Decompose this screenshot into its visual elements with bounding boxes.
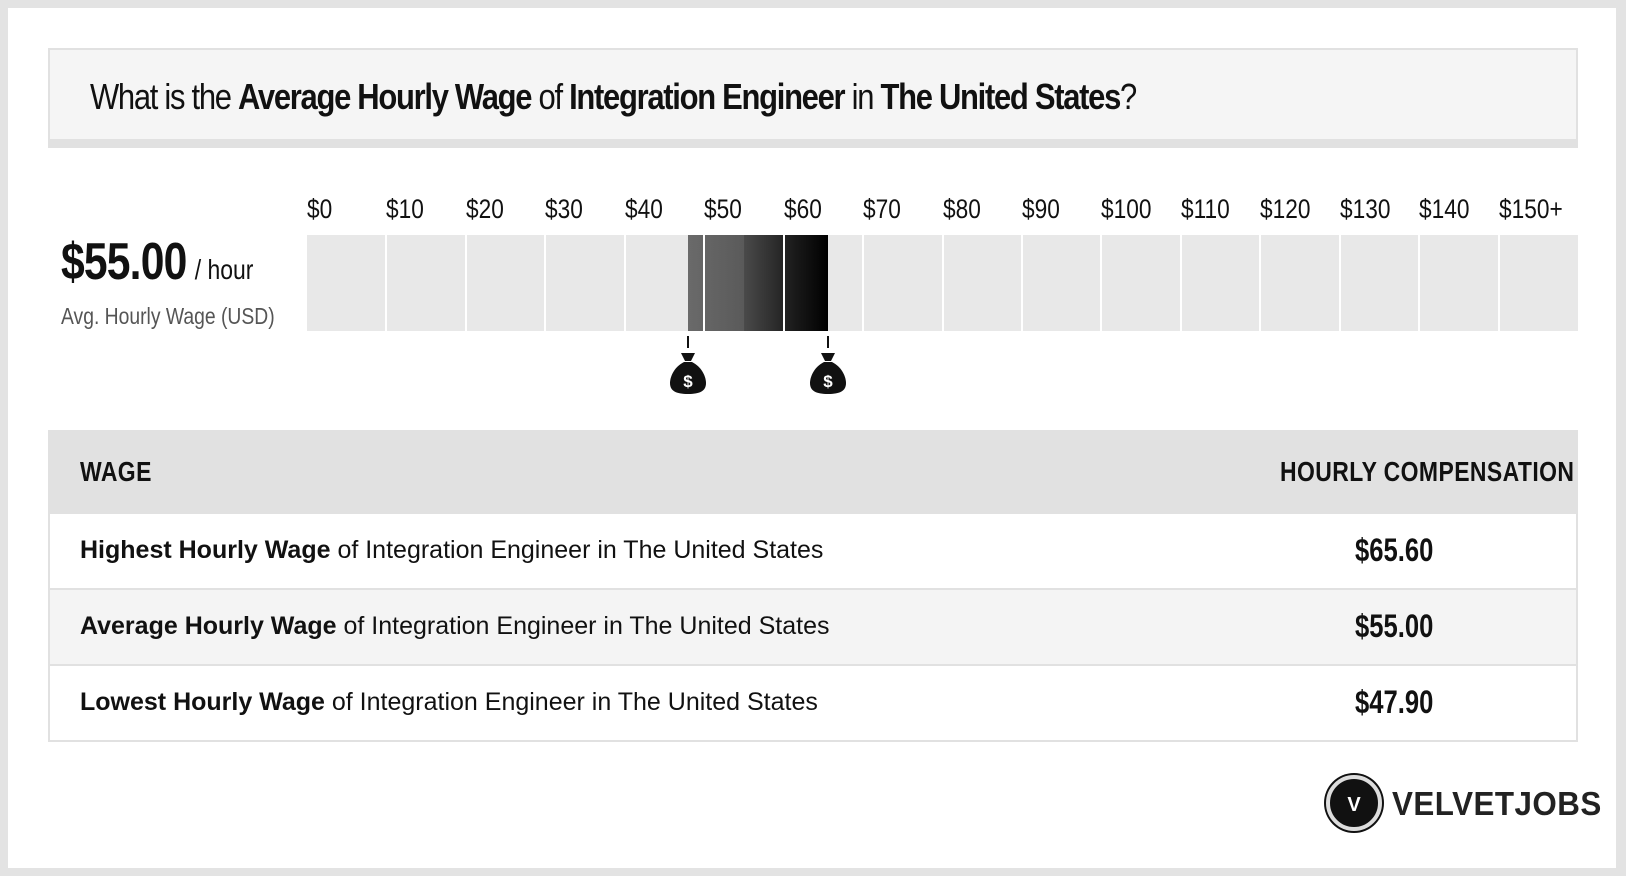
table-row: Average Hourly Wage of Integration Engin… (50, 588, 1576, 664)
money-bag-icon: $ (810, 353, 847, 394)
scale-tick-label: $140 (1419, 194, 1470, 224)
bar-cell-divider (1418, 235, 1421, 331)
row-value: $65.60 (1355, 532, 1434, 568)
bar-cell-divider (1259, 235, 1262, 331)
velvetjobs-logo[interactable]: V VELVETJOBS (1326, 773, 1601, 833)
bar-cell-divider (862, 235, 865, 331)
bar-cell-divider (385, 235, 388, 331)
bar-cell-divider (1100, 235, 1103, 331)
marker-stem (827, 336, 830, 348)
wage-scale-ticks: $0 $10 $20 $30 $40 $50 $60 $70 $80 $90 $100 $110 $12… (8, 194, 1616, 228)
bar-cell-divider (544, 235, 547, 331)
bar-cell-divider (464, 235, 467, 331)
bar-cell-divider (1338, 235, 1341, 331)
table-row: Lowest Hourly Wage of Integration Engine… (50, 664, 1576, 740)
logo-badge: V (1326, 775, 1382, 831)
range-low-segment (687, 235, 744, 331)
scale-tick-label: $120 (1260, 194, 1311, 224)
wage-unit: / hour (194, 254, 254, 285)
bar-cell-divider (782, 235, 785, 331)
scale-tick-label: $10 (386, 194, 425, 224)
bar-cell-divider (703, 235, 706, 331)
scale-tick-label: $0 (307, 194, 333, 224)
wage-table: WAGE HOURLY COMPENSATION Highest Hourly … (48, 430, 1578, 742)
svg-text:$: $ (823, 372, 833, 391)
marker-stem (686, 336, 689, 348)
scale-tick-label: $130 (1339, 194, 1391, 224)
bar-cell-divider (941, 235, 944, 331)
high-wage-marker: $ (808, 336, 848, 406)
row-label: Lowest Hourly Wage of Integration Engine… (80, 688, 818, 716)
scale-tick-label: $150+ (1498, 194, 1563, 224)
row-label: Average Hourly Wage of Integration Engin… (80, 612, 830, 640)
logo-mark: V (1347, 794, 1361, 816)
row-value: $47.90 (1355, 684, 1434, 720)
scale-tick-label: $50 (704, 194, 743, 224)
logo-wordmark: VELVETJOBS (1392, 785, 1602, 822)
bar-cell-divider (1497, 235, 1500, 331)
money-bag-icon: $ (669, 353, 706, 394)
average-wage-value: $55.00/ hour (61, 233, 254, 291)
scale-tick-label: $60 (783, 194, 822, 224)
column-header-compensation: HOURLY COMPENSATION (1280, 456, 1575, 487)
average-wage-caption: Avg. Hourly Wage (USD) (61, 303, 275, 329)
scale-tick-label: $100 (1101, 194, 1152, 224)
scale-tick-label: $90 (1021, 194, 1060, 224)
table-row: Highest Hourly Wage of Integration Engin… (50, 512, 1576, 588)
bar-cell-divider (1020, 235, 1023, 331)
scale-tick-label: $30 (545, 194, 584, 224)
wage-range-bar (307, 235, 1578, 331)
wage-card: What is the Average Hourly Wage of Integ… (8, 8, 1616, 868)
range-high-segment (743, 235, 829, 331)
svg-text:$: $ (683, 372, 693, 391)
low-wage-marker: $ (668, 336, 708, 406)
scale-tick-label: $20 (465, 194, 504, 224)
row-value: $55.00 (1355, 608, 1434, 644)
table-header: WAGE HOURLY COMPENSATION (50, 432, 1576, 512)
scale-tick-label: $110 (1180, 194, 1230, 224)
row-label: Highest Hourly Wage of Integration Engin… (80, 536, 824, 564)
question-banner: What is the Average Hourly Wage of Integ… (48, 48, 1578, 148)
bar-cell-divider (1179, 235, 1182, 331)
column-header-wage: WAGE (80, 456, 152, 487)
scale-tick-label: $70 (863, 194, 901, 224)
page-title: What is the Average Hourly Wage of Integ… (90, 76, 1137, 117)
scale-tick-label: $80 (942, 194, 981, 224)
scale-tick-label: $40 (624, 194, 663, 224)
bar-cell-divider (623, 235, 626, 331)
